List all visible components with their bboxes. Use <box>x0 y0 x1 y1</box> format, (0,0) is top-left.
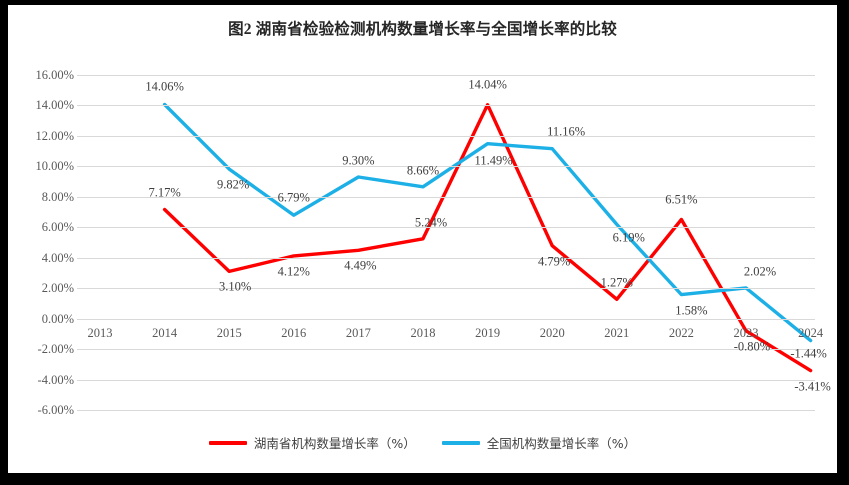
data-label: 1.27% <box>600 275 633 290</box>
legend-item-hunan[interactable]: 湖南省机构数量增长率（%） <box>208 433 416 452</box>
x-axis-tick-label: 2013 <box>87 325 113 340</box>
x-axis-tick-label: 2019 <box>475 325 501 340</box>
data-label: 5.24% <box>414 215 448 230</box>
y-axis-tick-label: -4.00% <box>37 372 74 387</box>
legend-swatch <box>441 440 480 445</box>
gridline <box>77 166 815 168</box>
legend-swatch <box>208 440 247 445</box>
gridline <box>77 410 815 411</box>
y-axis-tick-label: 6.00% <box>41 220 74 235</box>
data-label: 6.19% <box>612 230 645 245</box>
y-axis-tick-label: 10.00% <box>35 159 74 174</box>
data-label: 4.49% <box>344 258 377 273</box>
plot-area: 16.00% 14.00% 12.00% 10.00% 8.00% 6.00% 4.00% 2… <box>8 5 837 473</box>
data-label: 6.51% <box>665 192 698 206</box>
y-axis-tick-label: -2.00% <box>37 341 74 356</box>
data-label: 3.10% <box>219 279 252 294</box>
data-label: -3.41% <box>794 379 831 394</box>
data-label: 4.79% <box>538 254 571 269</box>
chart-title: 图2 湖南省检验检测机构数量增长率与全国增长率的比较 <box>228 21 617 38</box>
data-label: 1.58% <box>675 303 708 318</box>
legend-label: 全国机构数量增长率（%） <box>486 436 637 451</box>
x-axis-tick-label: 2018 <box>410 325 436 340</box>
gridline <box>77 196 815 198</box>
gridline <box>77 75 815 76</box>
data-label: 6.79% <box>277 190 310 205</box>
data-label: 7.17% <box>148 185 181 200</box>
gridline <box>77 105 815 107</box>
data-label: -1.44% <box>790 346 827 361</box>
x-axis-tick-label: 2023 <box>733 325 759 340</box>
data-label: 8.66% <box>406 163 440 178</box>
x-axis-tick-label: 2021 <box>604 325 630 340</box>
gridline <box>77 257 815 259</box>
x-axis-tick-label: 2016 <box>281 325 307 340</box>
x-axis-tick-label: 2020 <box>539 325 565 340</box>
y-axis-tick-label: 16.00% <box>35 67 74 82</box>
x-axis-tick-label: 2015 <box>216 325 242 340</box>
x-axis-tick-label: 2022 <box>668 325 694 340</box>
y-axis-tick-label: 4.00% <box>41 250 74 265</box>
x-axis-tick-label: 2017 <box>345 325 371 340</box>
gridline <box>77 288 815 290</box>
chart-card: 图2 湖南省检验检测机构数量增长率与全国增长率的比较 16.00% 14.00% 1… <box>8 5 837 473</box>
y-axis-tick-label: -6.00% <box>37 402 74 417</box>
gridline <box>77 349 815 351</box>
legend-item-national[interactable]: 全国机构数量增长率（%） <box>441 433 637 452</box>
x-axis-tick-label: 2024 <box>798 325 824 340</box>
data-label: 2.02% <box>743 264 777 279</box>
y-axis-tick-label: 14.00% <box>35 98 74 113</box>
y-axis-tick-labels: 16.00% 14.00% 12.00% 10.00% 8.00% 6.00% 4.00% 2… <box>12 5 74 473</box>
gridline <box>77 135 815 137</box>
data-label: 14.04% <box>468 77 507 92</box>
gridline <box>77 227 815 229</box>
data-label: 11.16% <box>547 124 586 139</box>
data-label: 4.12% <box>277 264 310 279</box>
data-label: -0.80% <box>733 339 771 354</box>
data-label: 14.06% <box>145 79 184 94</box>
legend-label: 湖南省机构数量增长率（%） <box>253 436 416 451</box>
gridline <box>77 379 815 381</box>
data-label: 9.82% <box>217 177 250 192</box>
gridline <box>77 318 815 320</box>
y-axis-tick-label: 0.00% <box>41 311 74 326</box>
y-axis-tick-label: 2.00% <box>41 280 74 295</box>
series-line-hunan <box>162 103 813 373</box>
x-axis-tick-label: 2014 <box>152 325 178 340</box>
y-axis-tick-label: 8.00% <box>41 189 74 204</box>
data-label: 9.30% <box>342 153 375 168</box>
data-label: 11.49% <box>474 153 513 168</box>
y-axis-tick-label: 12.00% <box>35 128 74 143</box>
series-line-national <box>162 102 813 343</box>
series-lines <box>162 102 813 373</box>
chart-legend: 湖南省机构数量增长率（%） 全国机构数量增长率（%） <box>8 433 837 452</box>
